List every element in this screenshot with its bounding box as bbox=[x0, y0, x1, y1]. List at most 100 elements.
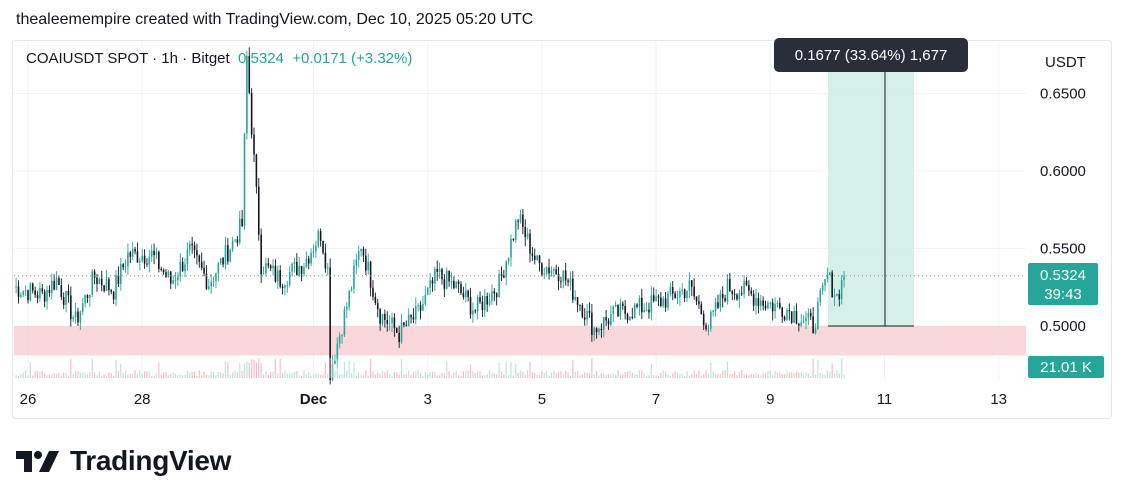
candle-body bbox=[643, 309, 646, 313]
candle-body bbox=[136, 251, 139, 263]
volume-bar bbox=[120, 363, 122, 378]
volume-bar bbox=[210, 371, 212, 378]
candle-body bbox=[702, 313, 705, 326]
candlestick-chart[interactable]: USDT 0.6500 0.6000 0.5500 0.5000 0.5324 39:43 2… bbox=[0, 0, 1125, 420]
volume-bar bbox=[762, 373, 764, 378]
volume-bar bbox=[215, 375, 217, 378]
volume-bar bbox=[205, 374, 208, 378]
volume-bar bbox=[127, 374, 129, 378]
candle-body bbox=[488, 301, 491, 305]
candle-body bbox=[598, 328, 600, 333]
candle-body bbox=[438, 269, 441, 272]
candle-body bbox=[429, 280, 431, 288]
volume-bar bbox=[393, 372, 395, 378]
volume-bar bbox=[327, 374, 329, 378]
volume-bar bbox=[260, 362, 262, 378]
legend-price: 0.5324 bbox=[238, 50, 284, 67]
volume-bar bbox=[767, 370, 769, 378]
candle-body bbox=[669, 287, 672, 294]
volume-bar bbox=[648, 375, 650, 378]
candle-body bbox=[671, 287, 674, 294]
volume-bar bbox=[132, 373, 134, 378]
volume-bar bbox=[772, 375, 774, 378]
volume-bar bbox=[800, 372, 802, 378]
volume-bar bbox=[810, 375, 812, 378]
volume-bar bbox=[60, 375, 62, 378]
candle-body bbox=[200, 261, 203, 268]
candle-body bbox=[381, 313, 384, 324]
volume-bar bbox=[310, 375, 312, 378]
volume-bar bbox=[108, 372, 110, 378]
candle-body bbox=[638, 297, 641, 307]
volume-bar bbox=[817, 360, 819, 378]
candle-body bbox=[41, 288, 44, 292]
tradingview-logo: TradingView bbox=[16, 445, 231, 477]
volume-bar bbox=[477, 371, 479, 378]
volume-bar bbox=[824, 374, 826, 378]
candle-body bbox=[112, 291, 115, 300]
volume-bar bbox=[46, 375, 48, 378]
candle-body bbox=[65, 290, 67, 305]
volume-bar bbox=[484, 375, 486, 378]
candle-body bbox=[757, 298, 760, 307]
candle-body bbox=[253, 134, 255, 155]
volume-bar bbox=[289, 373, 291, 378]
candle-body bbox=[155, 251, 158, 255]
volume-bar bbox=[662, 370, 664, 378]
volume-bar bbox=[676, 371, 679, 378]
volume-bar bbox=[693, 370, 695, 378]
volume-bar bbox=[596, 371, 598, 378]
candle-body bbox=[695, 296, 698, 302]
candle-body bbox=[384, 313, 386, 320]
candle-body bbox=[819, 290, 822, 303]
candle-body bbox=[436, 269, 439, 272]
volume-bar bbox=[719, 373, 721, 378]
candle-body bbox=[698, 301, 700, 305]
candle-body bbox=[139, 260, 141, 263]
candle-body bbox=[710, 311, 712, 329]
volume-bar bbox=[386, 370, 388, 378]
volume-bar bbox=[681, 373, 683, 378]
volume-bar bbox=[165, 371, 167, 378]
volume-bar bbox=[72, 373, 74, 378]
volume-bar bbox=[598, 375, 600, 378]
candle-body bbox=[27, 290, 29, 301]
candle-body bbox=[667, 293, 669, 308]
candle-body bbox=[484, 296, 486, 311]
volume-bar bbox=[339, 374, 341, 378]
chart-frame[interactable] bbox=[12, 40, 1112, 419]
volume-bar bbox=[86, 374, 89, 378]
candle-body bbox=[300, 265, 303, 274]
volume-bar bbox=[641, 370, 643, 378]
candle-body bbox=[745, 280, 748, 286]
candle-body bbox=[579, 304, 581, 306]
volume-bar bbox=[645, 375, 648, 378]
volume-bar bbox=[272, 371, 274, 378]
volume-bar bbox=[15, 375, 17, 378]
candle-body bbox=[374, 296, 377, 303]
candle-body bbox=[255, 154, 258, 187]
volume-bar bbox=[565, 370, 567, 378]
volume-bar bbox=[355, 375, 357, 378]
candle-body bbox=[507, 257, 510, 262]
volume-bar bbox=[562, 373, 564, 378]
candle-body bbox=[405, 325, 408, 327]
candle-body bbox=[193, 245, 196, 251]
volume-bar bbox=[70, 358, 72, 378]
volume-bar bbox=[25, 370, 27, 378]
volume-bar bbox=[541, 371, 543, 378]
volume-bar bbox=[396, 372, 398, 378]
volume-bar bbox=[91, 358, 93, 378]
volume-bar bbox=[793, 372, 795, 378]
candle-body bbox=[645, 309, 648, 311]
volume-bar bbox=[643, 373, 645, 378]
volume-bar bbox=[82, 372, 84, 378]
volume-bar bbox=[629, 370, 631, 378]
candle-body bbox=[522, 214, 524, 227]
volume-bar bbox=[141, 373, 143, 378]
candle-body bbox=[100, 278, 103, 286]
volume-bar bbox=[769, 370, 771, 378]
candle-countdown: 39:43 bbox=[1044, 286, 1082, 303]
volume-bar bbox=[217, 371, 219, 378]
volume-bar bbox=[605, 375, 607, 378]
